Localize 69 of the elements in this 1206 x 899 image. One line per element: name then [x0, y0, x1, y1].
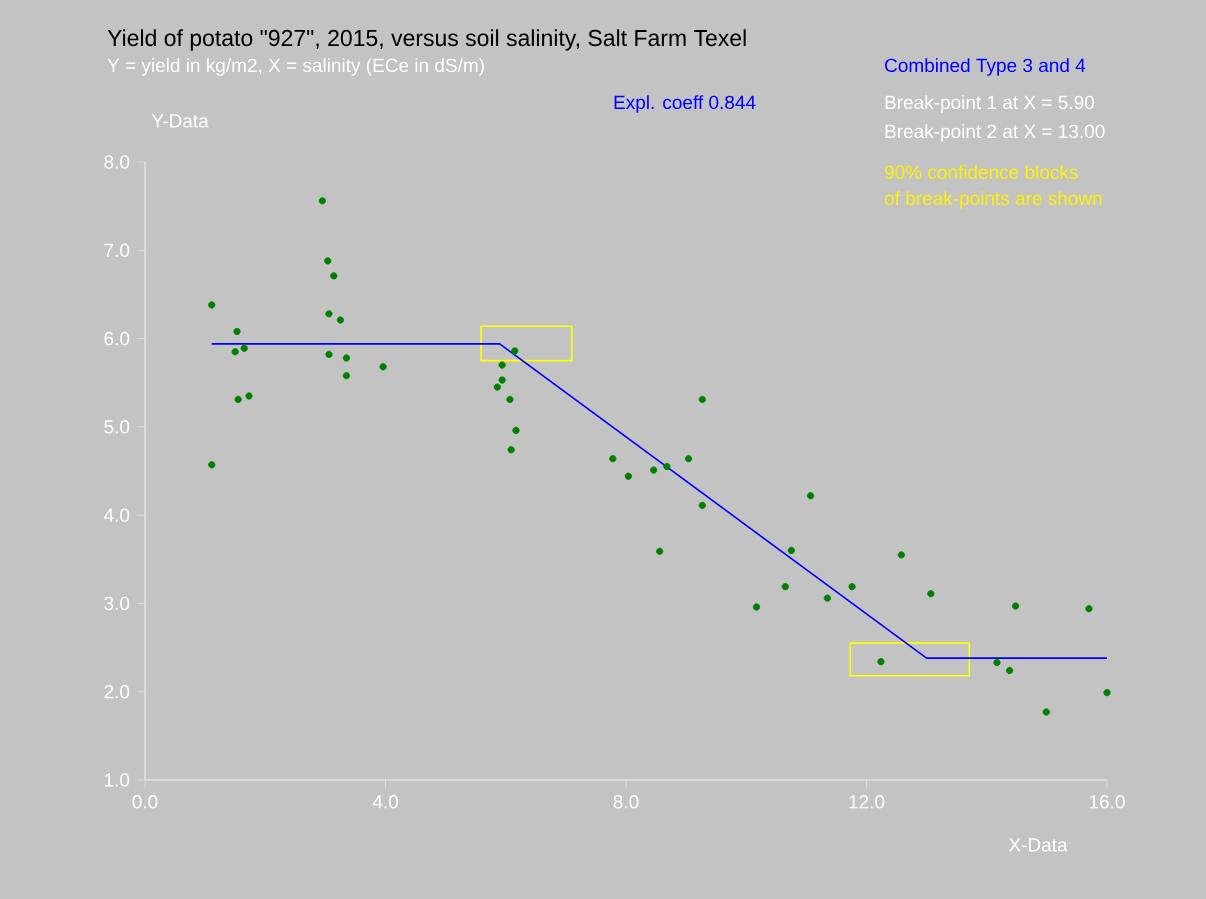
point: [324, 257, 332, 265]
point: [208, 461, 216, 469]
x-tick-label: 16.0: [1089, 795, 1125, 809]
chart-subtitle: Y = yield in kg/m2, X = salinity (ECe in dS/m): [107, 58, 484, 76]
text: Break-point 2 at X = 13.00: [885, 124, 1105, 142]
point: [823, 594, 832, 602]
annotation: of break-points are shown: [884, 191, 1102, 209]
point: [781, 583, 789, 591]
point: [231, 348, 239, 356]
point: [507, 446, 515, 454]
y-tick-label: 6.0: [104, 331, 130, 346]
point: [325, 350, 333, 359]
point: [379, 363, 387, 371]
x-axis-title: X-Data: [1008, 838, 1068, 852]
point: [624, 472, 633, 480]
point: [609, 455, 617, 463]
text: Break-point 1 at X = 5.90: [885, 95, 1095, 113]
x-tick-label: 4.0: [372, 795, 398, 809]
point: [752, 603, 761, 611]
x-tick-label: 0.0: [132, 795, 158, 809]
point: [342, 372, 351, 380]
point: [1103, 688, 1111, 697]
text: Expl. coeff 0.844: [614, 95, 756, 113]
point: [330, 272, 338, 280]
point: [927, 590, 935, 598]
point: [806, 492, 815, 500]
point: [342, 354, 351, 362]
point: [1006, 666, 1014, 675]
y-tick-label: 4.0: [103, 508, 130, 522]
point: [656, 547, 664, 555]
point: [512, 426, 520, 434]
point: [234, 395, 242, 404]
point: [498, 376, 506, 384]
point: [240, 344, 248, 352]
point: [1042, 708, 1050, 716]
point: [1012, 602, 1020, 610]
point: [325, 310, 333, 318]
point: [233, 327, 241, 336]
point: [498, 361, 506, 369]
point: [993, 658, 1001, 667]
point: [245, 392, 253, 400]
y-tick-label: 2.0: [104, 684, 130, 699]
text: Combined Type 3 and 4: [885, 58, 1086, 76]
x-tick-label: 8.0: [613, 795, 639, 809]
y-tick-label: 8.0: [104, 155, 130, 169]
y-tick-label: 7.0: [104, 243, 130, 258]
y-tick-label: 5.0: [104, 420, 130, 434]
point: [698, 501, 706, 510]
x-tick-label: 12.0: [849, 795, 885, 809]
y-axis-title: Y-Data: [151, 114, 209, 128]
point: [877, 658, 885, 666]
point: [848, 583, 856, 591]
point: [336, 316, 345, 324]
point: [1085, 605, 1093, 613]
y-tick-label: 1.0: [104, 773, 130, 787]
point: [208, 301, 216, 309]
point: [787, 546, 795, 555]
point: [684, 455, 693, 463]
point: [663, 462, 671, 471]
point: [698, 395, 706, 404]
point: [897, 551, 905, 559]
point: [511, 347, 519, 355]
point: [493, 383, 501, 391]
y-tick-label: 3.0: [104, 596, 130, 611]
annotation: 90% confidence blocks: [884, 165, 1078, 179]
point: [650, 466, 658, 474]
chart-title: Yield of potato "927", 2015, versus soil salinity, Salt Farm Texel: [107, 29, 746, 51]
point: [506, 395, 514, 404]
point: [318, 197, 326, 205]
